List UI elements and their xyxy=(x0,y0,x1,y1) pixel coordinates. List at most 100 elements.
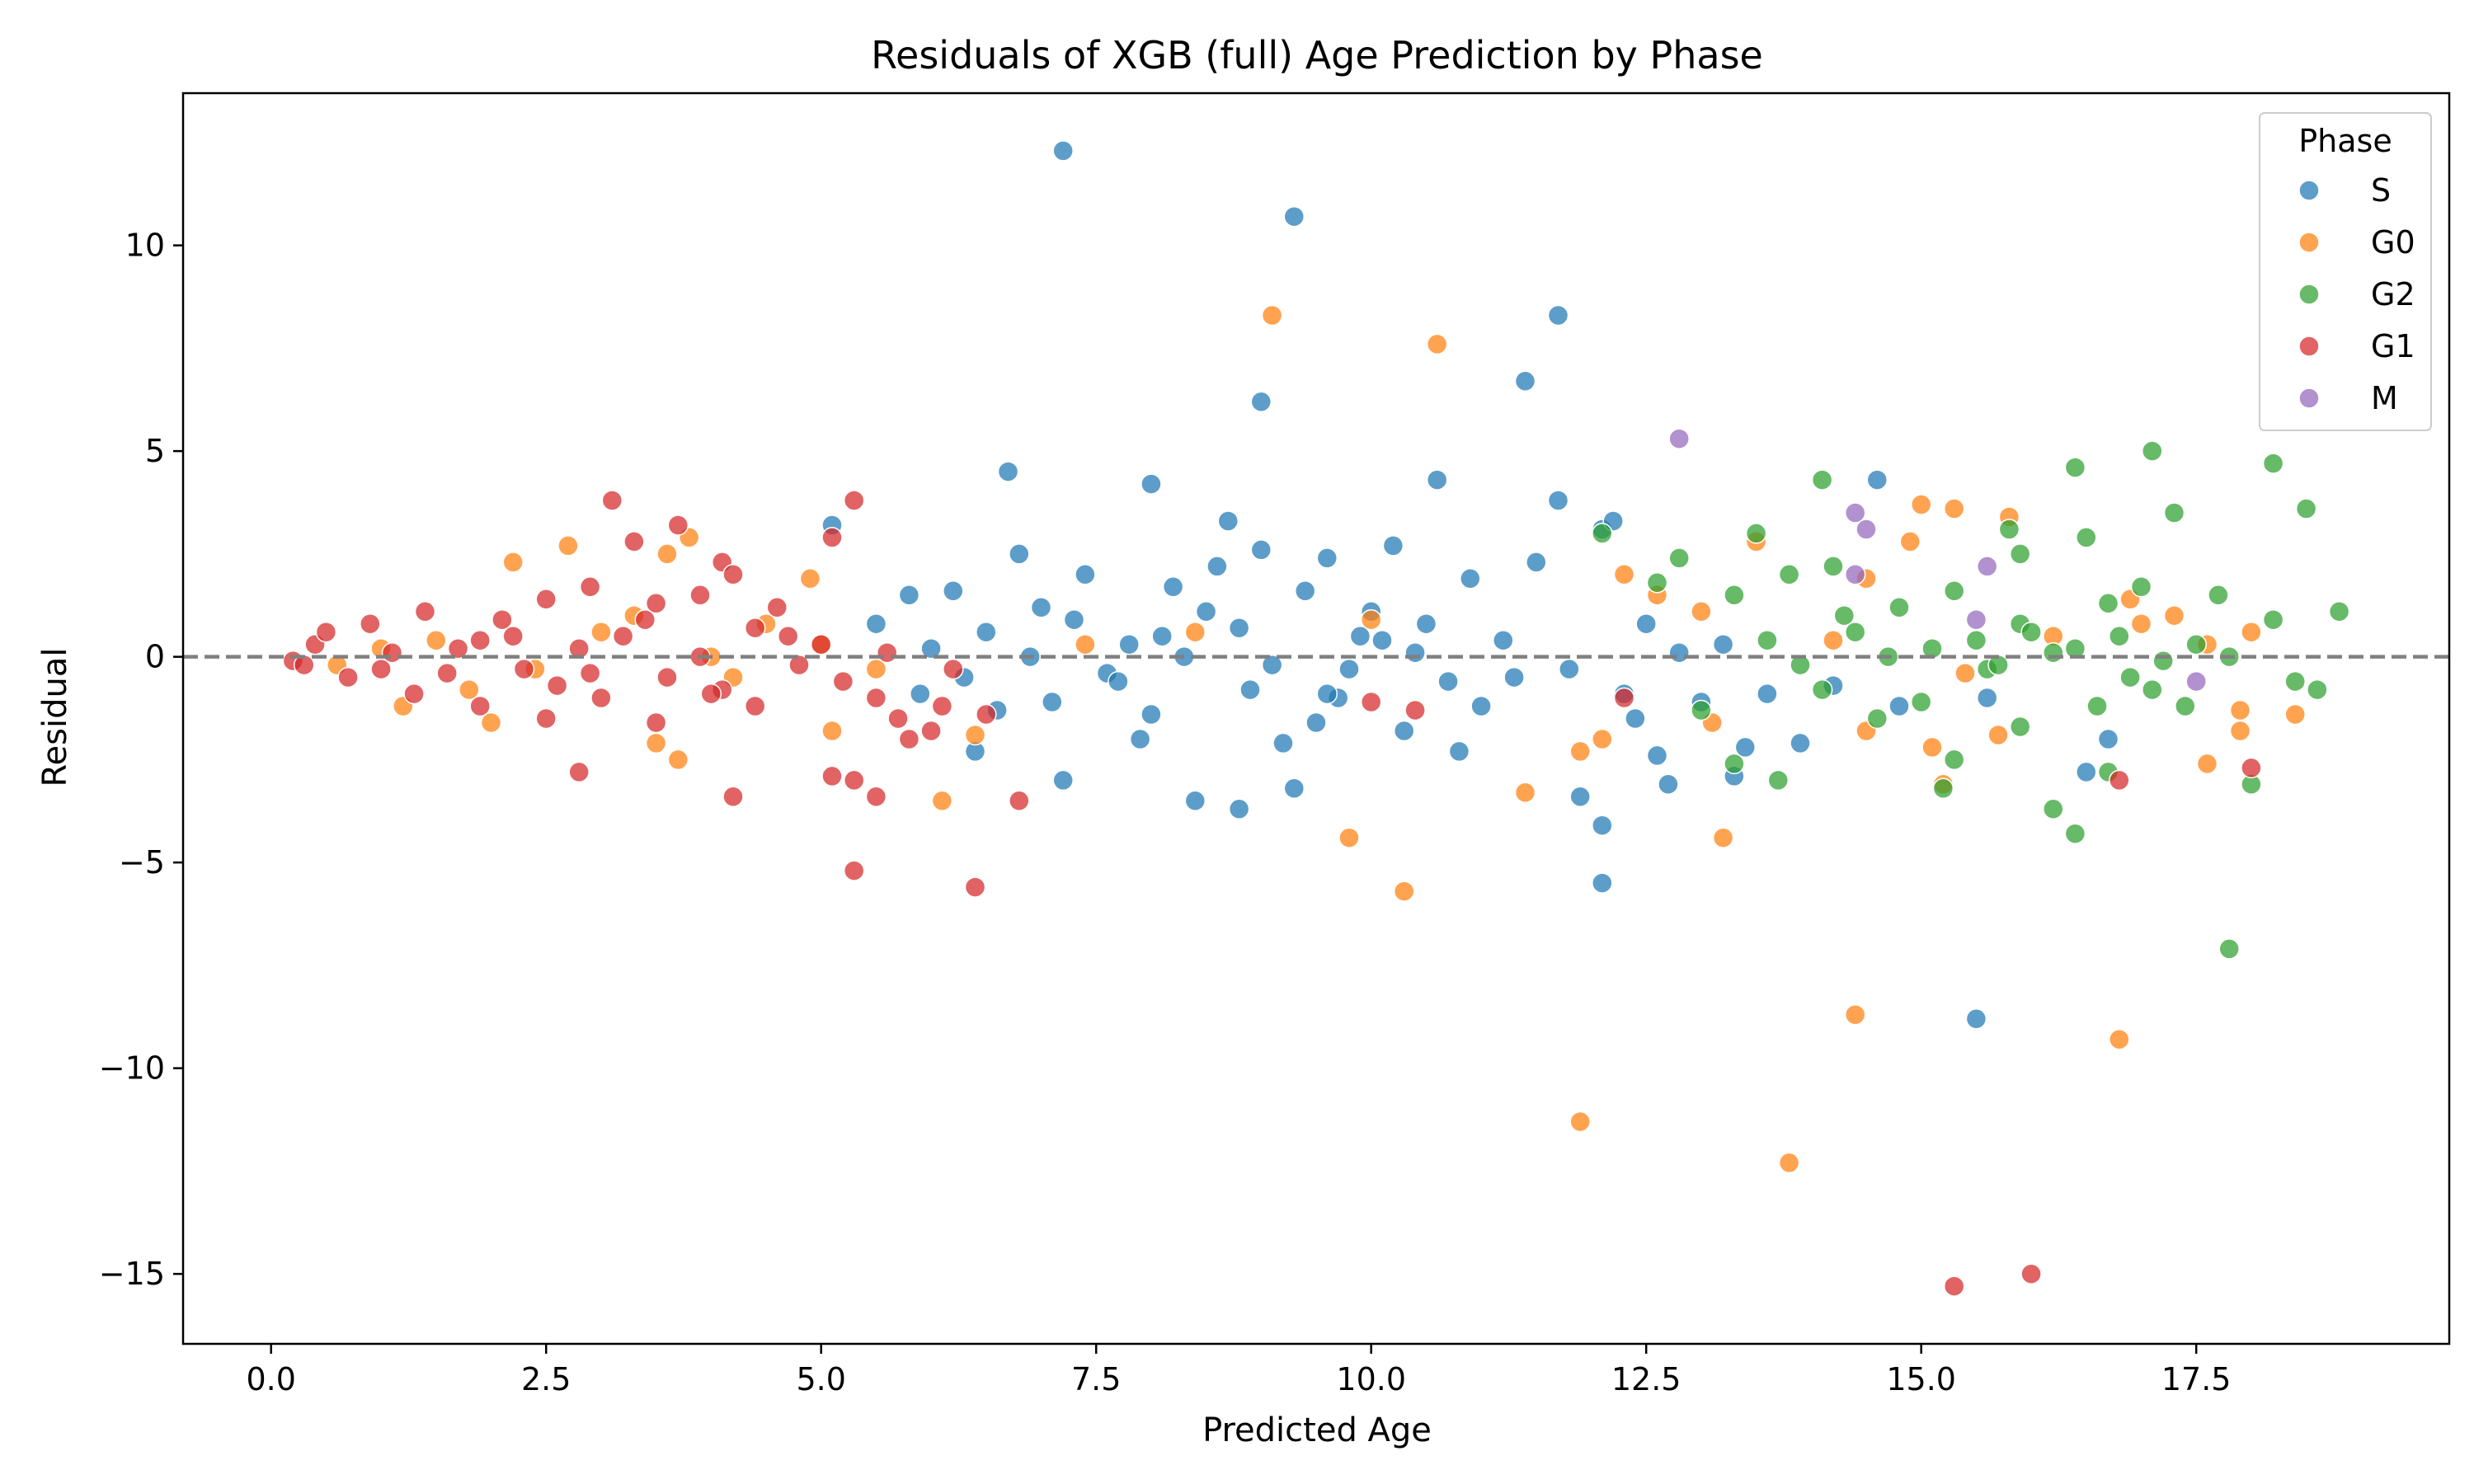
point-s-8 xyxy=(1866,469,1888,491)
point-g1-61 xyxy=(447,637,469,660)
point-g2-15 xyxy=(1724,585,1745,606)
point-s-28 xyxy=(1635,613,1657,635)
point-s-31 xyxy=(1349,625,1371,647)
point-g1-55 xyxy=(1943,1275,1965,1297)
point-s-25 xyxy=(1030,597,1052,618)
point-g1-27 xyxy=(656,666,678,688)
point-g0-44 xyxy=(1778,1152,1800,1174)
point-s-0 xyxy=(1052,140,1074,162)
point-g0-1 xyxy=(1426,333,1448,355)
x-tick-label: 7.5 xyxy=(1071,1361,1121,1397)
point-g1-39 xyxy=(887,707,909,730)
point-g2-27 xyxy=(2043,641,2064,664)
point-g1-66 xyxy=(777,625,799,647)
point-g1-35 xyxy=(469,695,491,717)
point-g2-56 xyxy=(1833,604,1856,627)
point-g2-37 xyxy=(2175,695,2196,717)
point-g2-44 xyxy=(1767,769,1790,791)
point-g2-13 xyxy=(1823,556,1844,577)
point-g0-37 xyxy=(1514,782,1536,804)
point-s-3 xyxy=(1514,370,1536,392)
point-g0-26 xyxy=(1569,740,1591,763)
point-g1-58 xyxy=(2241,757,2262,779)
point-s-88 xyxy=(1316,683,1338,705)
point-g0-48 xyxy=(590,621,612,643)
legend-box xyxy=(2259,112,2432,431)
y-tick-label: 0 xyxy=(145,639,165,675)
point-g1-42 xyxy=(920,720,942,742)
plot-area xyxy=(181,92,2451,1345)
point-s-84 xyxy=(1712,633,1734,655)
point-s-30 xyxy=(1228,617,1250,639)
point-g2-11 xyxy=(1778,564,1800,585)
point-g2-34 xyxy=(2307,679,2328,701)
point-s-23 xyxy=(943,580,964,602)
point-g1-18 xyxy=(810,633,832,655)
point-g0-3 xyxy=(1910,494,1932,515)
point-m-3 xyxy=(1976,556,1998,577)
point-g2-49 xyxy=(2043,798,2064,820)
point-g2-22 xyxy=(2097,593,2119,614)
point-g0-53 xyxy=(459,679,480,701)
point-m-1 xyxy=(1844,502,1866,524)
point-s-66 xyxy=(1592,872,1613,894)
point-g1-14 xyxy=(360,613,381,635)
point-g1-26 xyxy=(436,662,458,684)
x-tick-label: 12.5 xyxy=(1611,1361,1681,1397)
point-g0-5 xyxy=(1899,531,1921,552)
point-g2-43 xyxy=(1724,753,1745,775)
point-g1-51 xyxy=(964,876,986,898)
point-g1-2 xyxy=(667,514,689,536)
point-g2-42 xyxy=(2009,716,2031,738)
point-g2-17 xyxy=(1943,580,1965,602)
point-g1-59 xyxy=(315,621,337,643)
y-tick-label: 5 xyxy=(145,433,165,469)
point-s-45 xyxy=(1042,691,1063,713)
point-s-76 xyxy=(910,683,931,705)
point-s-48 xyxy=(1305,711,1327,734)
point-g1-46 xyxy=(843,769,865,791)
point-m-4 xyxy=(1844,564,1866,585)
point-s-70 xyxy=(2076,761,2097,783)
data-points xyxy=(282,140,2350,1297)
point-g2-3 xyxy=(1811,469,1833,491)
legend-title: Phase xyxy=(2298,123,2392,159)
point-g0-23 xyxy=(931,790,953,812)
point-g0-17 xyxy=(1184,621,1206,643)
point-g2-12 xyxy=(2009,543,2031,565)
point-g0-11 xyxy=(1613,564,1635,585)
legend-marker-s xyxy=(2298,180,2320,201)
point-g2-55 xyxy=(1965,629,1987,651)
point-g1-1 xyxy=(843,490,865,511)
point-s-18 xyxy=(1206,556,1228,577)
point-g0-34 xyxy=(2229,720,2251,742)
point-g1-52 xyxy=(1360,691,1382,713)
point-s-50 xyxy=(1625,707,1646,730)
point-s-63 xyxy=(1283,777,1305,800)
series-m xyxy=(1668,428,2207,693)
point-g1-11 xyxy=(766,597,788,618)
point-g0-7 xyxy=(557,535,579,556)
point-g2-0 xyxy=(2142,440,2163,462)
point-s-73 xyxy=(1658,773,1679,796)
point-g1-32 xyxy=(403,683,425,705)
point-s-55 xyxy=(1272,732,1294,754)
point-g1-65 xyxy=(700,683,722,705)
x-axis-title: Predicted Age xyxy=(1202,1411,1432,1449)
point-g0-27 xyxy=(1592,728,1613,750)
y-axis-title: Residual xyxy=(36,648,74,787)
point-g1-50 xyxy=(843,860,865,881)
point-g1-38 xyxy=(645,711,667,734)
point-s-17 xyxy=(1382,535,1404,556)
point-s-19 xyxy=(1526,552,1547,573)
point-s-49 xyxy=(1393,720,1415,742)
point-s-65 xyxy=(1592,815,1613,836)
point-g2-1 xyxy=(2262,453,2284,474)
point-s-14 xyxy=(1250,539,1272,561)
point-s-80 xyxy=(1338,658,1360,680)
point-g1-57 xyxy=(2109,769,2130,791)
y-tick-label: −15 xyxy=(99,1256,165,1292)
x-tick-label: 10.0 xyxy=(1336,1361,1406,1397)
point-s-54 xyxy=(1129,728,1151,750)
